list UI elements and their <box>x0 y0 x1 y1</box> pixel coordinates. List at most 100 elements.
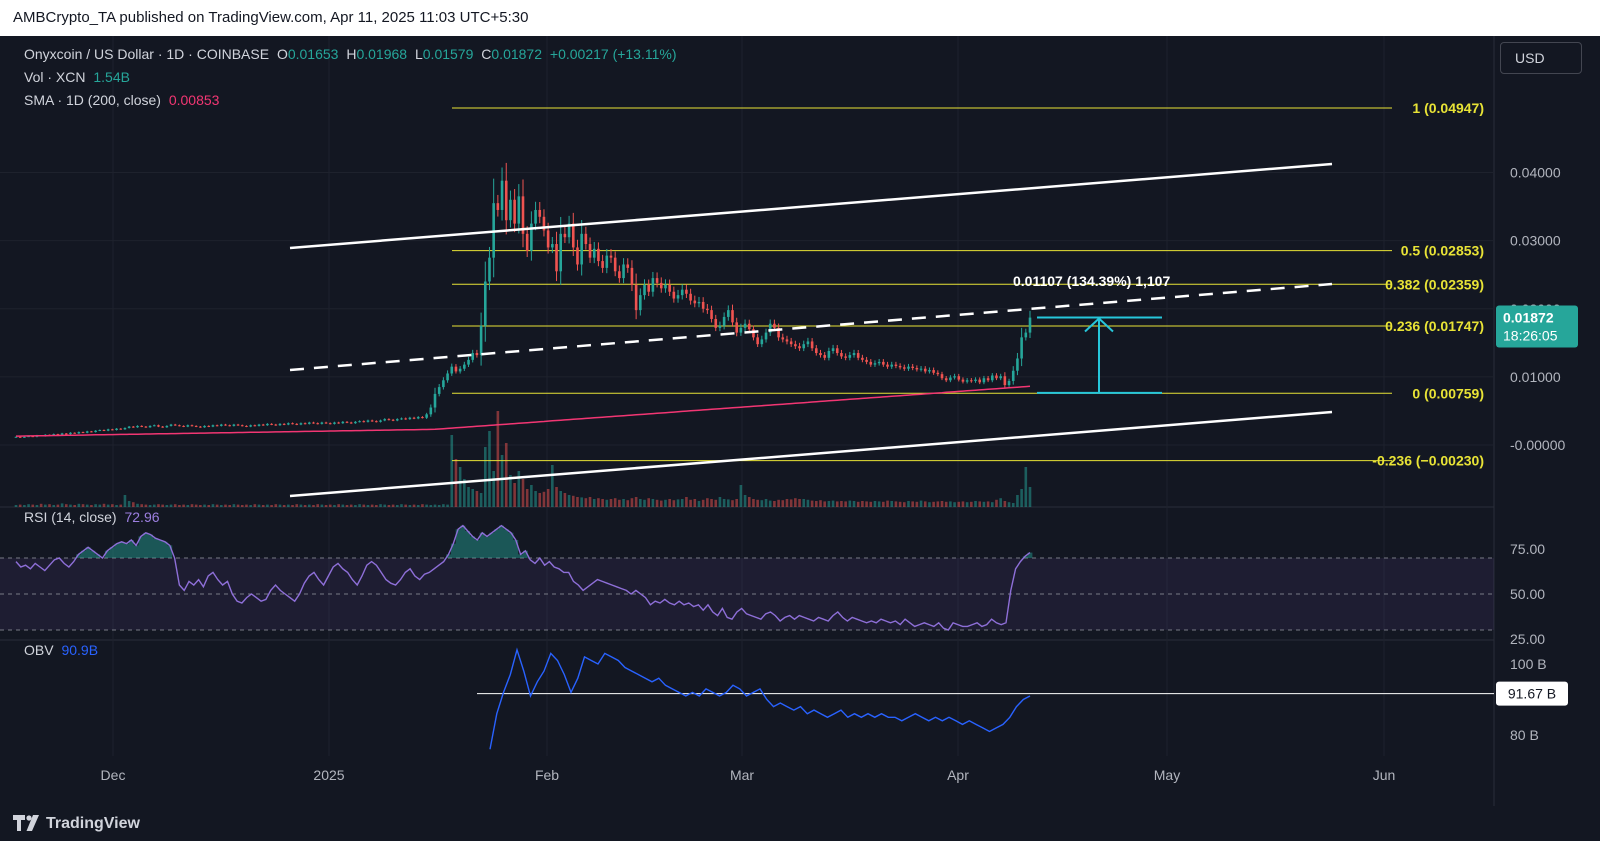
candle-body <box>873 363 877 365</box>
candle-body <box>764 332 768 340</box>
candle-body <box>362 421 366 423</box>
volume-bar <box>186 505 190 507</box>
currency-button[interactable]: USD <box>1500 42 1582 74</box>
legend-low-value: 0.01579 <box>422 46 474 62</box>
volume-bar <box>739 485 743 507</box>
candle-body <box>349 422 353 424</box>
volume-bar <box>391 504 395 507</box>
candle-body <box>111 429 114 431</box>
candle-body <box>366 420 370 422</box>
candle-body <box>278 423 282 426</box>
candle-body <box>215 425 219 427</box>
candle-body <box>270 423 273 425</box>
rsi-layer <box>0 524 1494 631</box>
volume-bar <box>496 411 500 507</box>
volume-bar <box>555 487 558 507</box>
volume-bar <box>488 431 491 507</box>
volume-bar <box>354 505 357 507</box>
candle-body <box>852 353 856 356</box>
candle-body <box>412 417 416 419</box>
volume-bar <box>416 505 420 507</box>
candle-body <box>810 341 814 349</box>
chart-frame[interactable]: 1 (0.04947) 0.5 (0.02853) 0.382 (0.02359) 0… <box>0 36 1600 806</box>
fib-level-label: 0.382 (0.02359) <box>1385 276 1484 292</box>
candle-body <box>680 289 684 296</box>
fib-level-label: 0.236 (0.01747) <box>1385 318 1484 334</box>
volume-bar <box>995 499 998 507</box>
volume-bar <box>877 501 881 507</box>
volume-bar <box>664 499 667 507</box>
volume-bar <box>282 505 286 507</box>
candle-body <box>806 341 810 345</box>
candle-body <box>140 425 144 427</box>
candle-body <box>513 199 516 224</box>
volume-bar <box>659 500 663 507</box>
candle-body <box>240 425 244 427</box>
volume-bar <box>345 505 349 507</box>
volume-bar <box>421 504 424 507</box>
volume-bar <box>592 499 596 507</box>
legend-sma-label: SMA · 1D (200, close) <box>24 92 161 108</box>
obv-reference-badge <box>1496 681 1568 706</box>
volume-bar <box>517 471 521 507</box>
volume-bar <box>253 504 257 507</box>
volume-bar <box>928 502 931 507</box>
candle-body <box>257 424 261 426</box>
candle-body <box>324 422 328 424</box>
candle-body <box>911 366 914 369</box>
volume-bar <box>668 499 671 507</box>
candle-layer <box>14 162 1032 438</box>
candle-body <box>450 366 454 374</box>
volume-bar <box>404 504 407 507</box>
volume-bar <box>907 501 910 507</box>
volume-bar <box>56 504 60 507</box>
candle-body <box>228 425 231 427</box>
candle-body <box>584 233 588 245</box>
sma-200-line <box>16 385 1031 437</box>
candle-body <box>609 255 613 258</box>
volume-bar <box>333 505 336 507</box>
candle-body <box>546 230 550 248</box>
volume-bar <box>835 501 839 507</box>
candle-body <box>525 233 529 251</box>
volume-bar <box>932 501 935 507</box>
candle-body <box>190 425 194 427</box>
candle-body <box>23 436 26 438</box>
volume-bar <box>622 499 625 507</box>
volume-bar <box>781 500 785 507</box>
obv-reference-badge-label: 91.67 B <box>1508 686 1556 702</box>
volume-bar <box>18 504 22 507</box>
volume-bar <box>902 502 906 507</box>
legend-close-label: C <box>481 46 492 62</box>
channel-mid-dashed-line <box>289 282 1333 372</box>
volume-bar <box>823 501 826 507</box>
candle-body <box>618 271 621 279</box>
volume-bar <box>458 467 462 507</box>
legend-high-value: 0.01968 <box>356 46 408 62</box>
axis-layer: 0.040000.030000.020000.01000-0.00000Dec2… <box>101 165 1578 783</box>
channel-lower-line <box>289 410 1333 498</box>
candle-body <box>333 422 336 424</box>
volume-bar <box>98 504 102 507</box>
candle-body <box>718 325 722 328</box>
candle-body <box>446 373 449 381</box>
volume-bar <box>1011 503 1015 507</box>
candle-body <box>132 426 135 428</box>
candle-body <box>990 375 994 381</box>
candle-body <box>882 361 885 365</box>
candle-body <box>102 430 106 432</box>
volume-bar <box>580 497 583 507</box>
price-axis-label: 0.01000 <box>1510 369 1561 385</box>
volume-bar <box>44 504 47 507</box>
candle-body <box>898 365 902 368</box>
legend-obv-row: OBV 90.9B <box>24 642 98 658</box>
chart-canvas[interactable]: 1 (0.04947) 0.5 (0.02853) 0.382 (0.02359) 0… <box>0 36 1600 806</box>
volume-bar <box>408 505 412 507</box>
volume-bar <box>689 499 692 507</box>
candle-body <box>442 380 445 388</box>
volume-bar <box>39 503 43 507</box>
candle-body <box>743 323 747 328</box>
volume-bar <box>852 501 856 507</box>
volume-bar <box>261 505 265 507</box>
candle-body <box>714 318 718 328</box>
